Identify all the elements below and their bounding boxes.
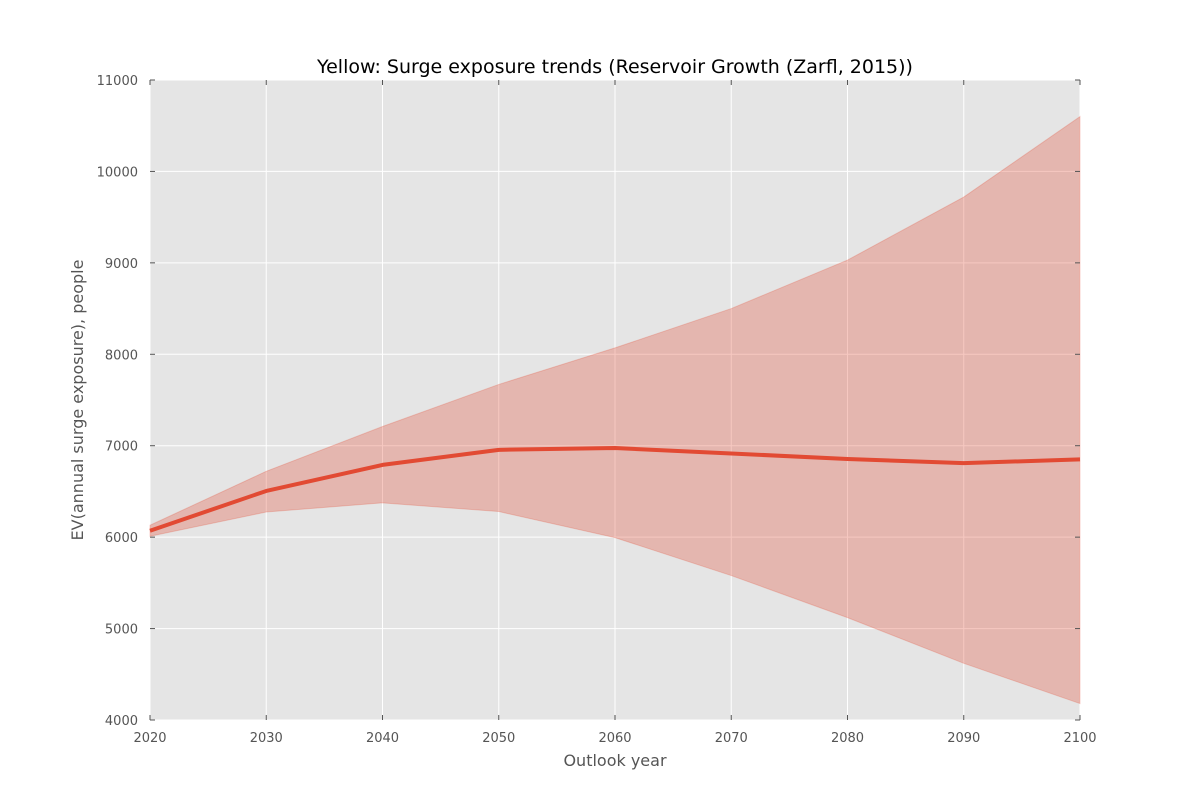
y-tick-label: 9000 <box>105 257 138 272</box>
x-tick-label: 2020 <box>133 731 166 746</box>
y-tick-label: 6000 <box>105 531 138 546</box>
y-axis-title: EV(annual surge exposure), people <box>68 260 87 541</box>
y-tick-label: 5000 <box>105 623 138 638</box>
x-tick-label: 2070 <box>715 731 748 746</box>
tick-marks <box>149 79 1081 721</box>
x-tick-label: 2040 <box>366 731 399 746</box>
x-tick-label: 2080 <box>831 731 864 746</box>
uncertainty-band <box>149 115 1081 705</box>
y-tick-label: 10000 <box>97 165 138 180</box>
y-tick-labels: 4000 5000 6000 7000 8000 9000 10000 11000 <box>97 74 138 729</box>
chart-title: Yellow: Surge exposure trends (Reservoir… <box>316 56 913 78</box>
y-tick-label: 8000 <box>105 348 138 363</box>
x-tick-label: 2030 <box>250 731 283 746</box>
x-tick-labels: 2020 2030 2040 2050 2060 2070 2080 2090 2100 <box>133 731 1096 746</box>
x-tick-label: 2050 <box>482 731 515 746</box>
y-tick-label: 7000 <box>105 440 138 455</box>
x-tick-label: 2090 <box>947 731 980 746</box>
series-line <box>149 446 1081 533</box>
y-tick-label: 11000 <box>97 74 138 89</box>
x-tick-label: 2100 <box>1063 731 1096 746</box>
x-tick-label: 2060 <box>598 731 631 746</box>
y-tick-label: 4000 <box>105 714 138 729</box>
x-axis-title: Outlook year <box>563 751 667 770</box>
